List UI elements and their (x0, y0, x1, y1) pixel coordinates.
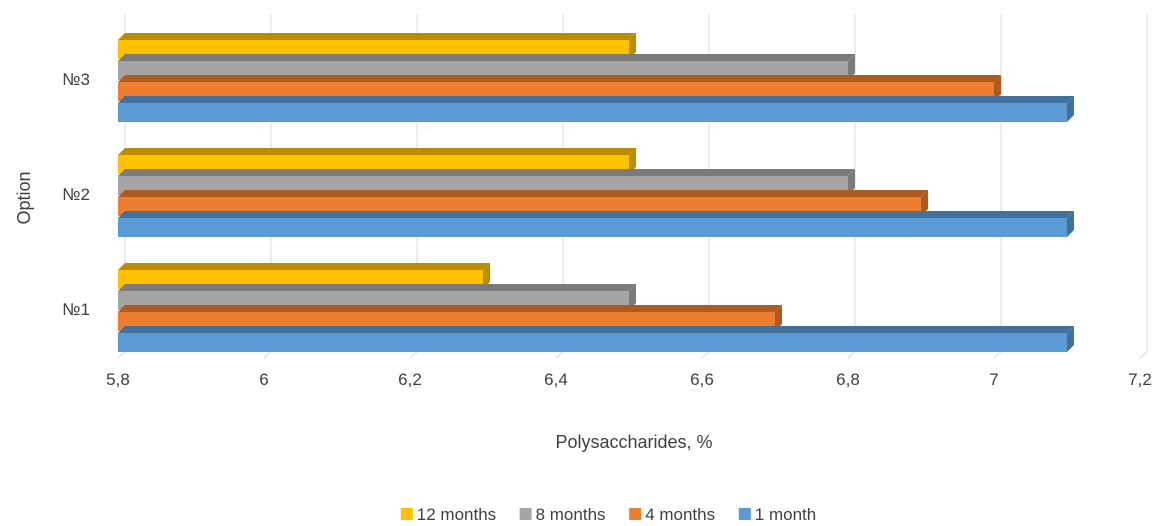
category-label: №2 (62, 185, 90, 204)
bars (118, 33, 1074, 352)
legend-swatch (629, 508, 642, 520)
x-tick-label: 5,8 (106, 370, 130, 389)
x-tick-labels: 5,8 6 6,2 6,4 6,6 6,8 7 7,2 (106, 370, 1152, 389)
legend-item: 4 months (629, 505, 715, 524)
legend-label: 1 month (755, 505, 816, 524)
gridline-floor (409, 351, 418, 359)
bar (118, 326, 1074, 352)
x-tick-label: 6,6 (690, 370, 714, 389)
gridline-floor (847, 351, 856, 359)
gridline-floor (117, 351, 126, 359)
legend: 12 months 8 months 4 months 1 month (400, 505, 816, 524)
category-labels: №1 №2 №3 (62, 70, 90, 319)
gridline-floor (555, 351, 564, 359)
x-axis-title: Polysaccharides, % (555, 432, 712, 452)
category-label: №3 (62, 70, 90, 89)
y-axis-title: Option (14, 171, 34, 224)
x-tick-label: 6,2 (398, 370, 422, 389)
x-tick-label: 7,2 (1128, 370, 1152, 389)
gridline-floor (701, 351, 710, 359)
bar (118, 96, 1074, 122)
legend-swatch (400, 508, 413, 520)
x-tick-label: 6,4 (544, 370, 568, 389)
legend-item: 12 months (400, 505, 496, 524)
gridline-floor (993, 351, 1002, 359)
legend-label: 8 months (536, 505, 606, 524)
x-tick-label: 6,8 (836, 370, 860, 389)
x-tick-label: 7 (989, 370, 998, 389)
gridline-floor (263, 351, 272, 359)
legend-label: 12 months (417, 505, 496, 524)
gridline-floor (1139, 351, 1148, 359)
legend-item: 8 months (519, 505, 606, 524)
legend-swatch (519, 508, 532, 520)
x-tick-label: 6 (259, 370, 268, 389)
legend-swatch (738, 508, 751, 520)
legend-label: 4 months (645, 505, 715, 524)
bar (118, 211, 1074, 237)
category-label: №1 (62, 300, 90, 319)
legend-item: 1 month (738, 505, 816, 524)
